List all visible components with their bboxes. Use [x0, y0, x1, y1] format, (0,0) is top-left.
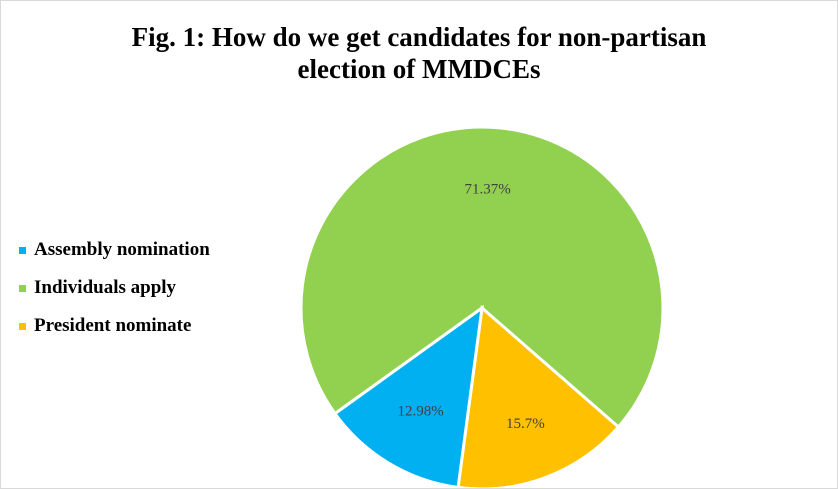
legend: Assembly nomination Individuals apply Pr… — [19, 231, 210, 345]
legend-swatch-assembly-nomination — [19, 246, 26, 254]
chart-title-line-2: election of MMDCEs — [297, 54, 541, 84]
legend-swatch-individuals-apply — [19, 284, 26, 292]
legend-label-president-nominate: President nominate — [34, 315, 192, 336]
chart-title-line-1: Fig. 1: How do we get candidates for non… — [131, 22, 707, 52]
chart-title: Fig. 1: How do we get candidates for non… — [1, 21, 837, 85]
data-label-president-nominate: 15.7% — [506, 416, 545, 432]
pie-slice-individuals-apply — [299, 125, 665, 430]
legend-label-assembly-nomination: Assembly nomination — [34, 239, 210, 260]
data-label-individuals-apply: 71.37% — [465, 182, 511, 198]
pie-slice-president-nominate — [456, 305, 621, 488]
legend-label-individuals-apply: Individuals apply — [34, 277, 177, 298]
legend-swatch-president-nominate — [19, 322, 26, 330]
legend-item-president-nominate: President nominate — [19, 307, 210, 345]
data-label-assembly-nomination: 12.98% — [397, 403, 443, 419]
pie-slice-assembly-nomination — [332, 304, 484, 488]
legend-item-individuals-apply: Individuals apply — [19, 269, 210, 307]
legend-item-assembly-nomination: Assembly nomination — [19, 231, 210, 269]
